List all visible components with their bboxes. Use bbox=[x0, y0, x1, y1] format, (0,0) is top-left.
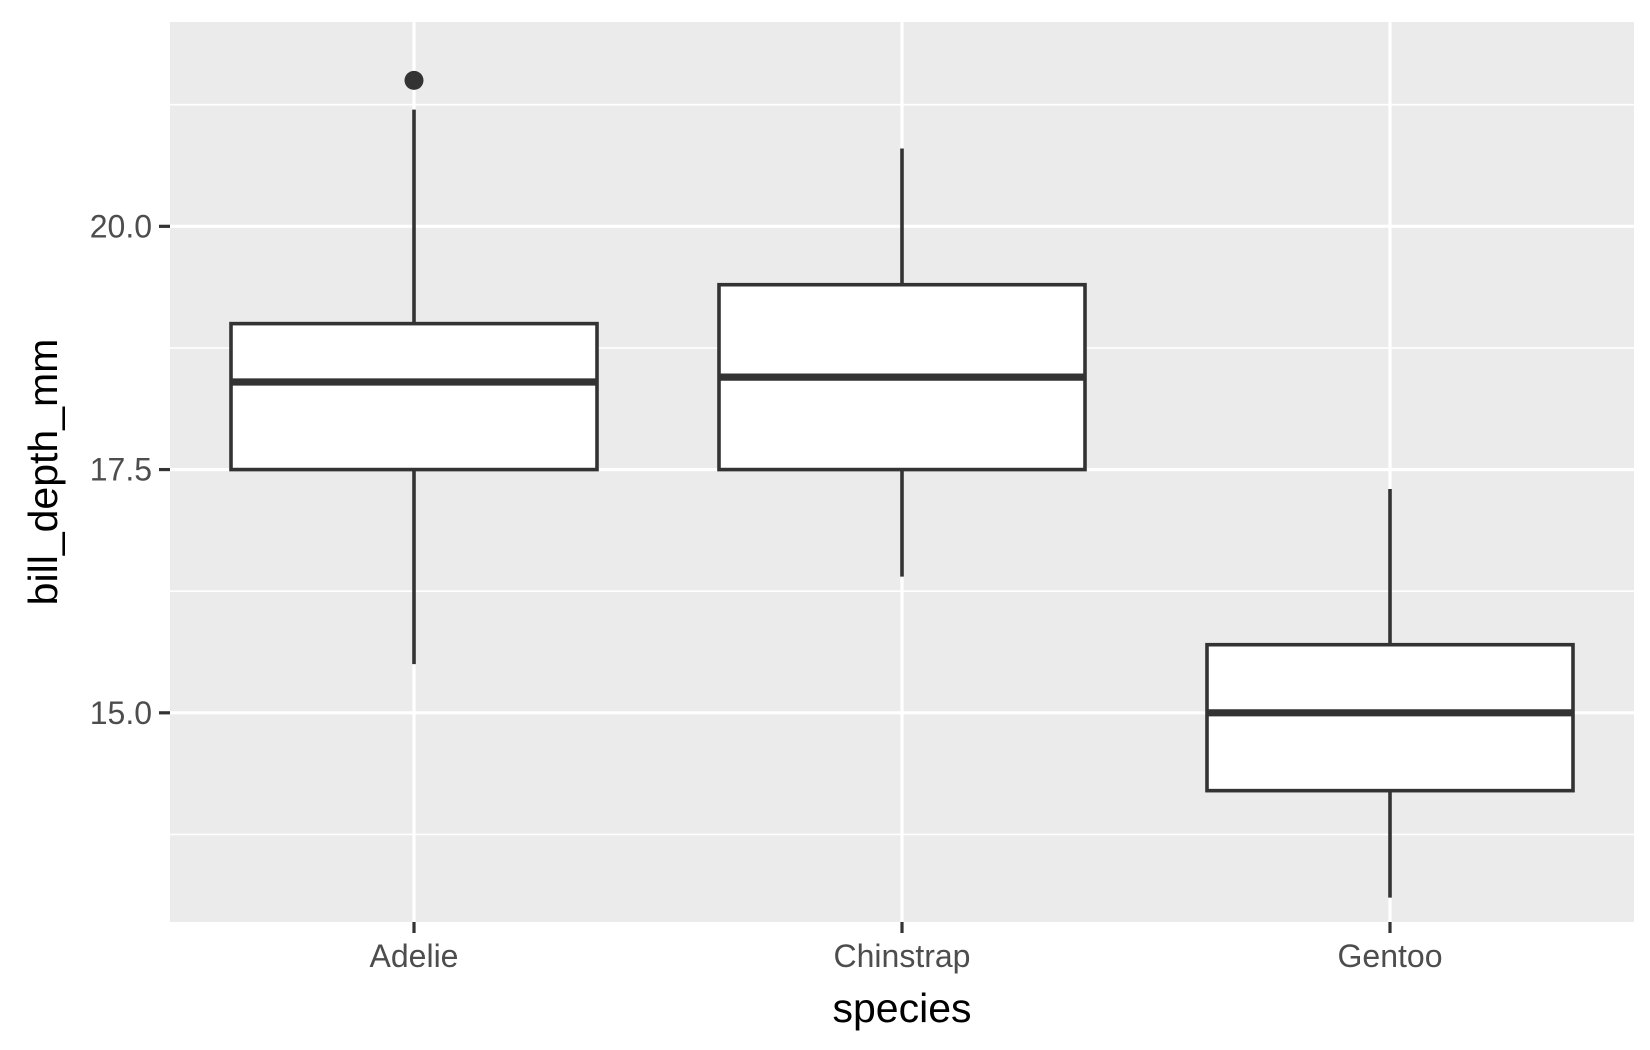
x-tick-label: Adelie bbox=[370, 938, 459, 974]
y-tick-label: 20.0 bbox=[90, 208, 152, 244]
box-gentoo bbox=[1205, 489, 1575, 898]
x-tick-label: Gentoo bbox=[1338, 938, 1443, 974]
x-axis-title: species bbox=[832, 985, 971, 1031]
y-axis-title: bill_depth_mm bbox=[20, 339, 66, 606]
box-iqr bbox=[229, 321, 599, 472]
x-tick-label: Chinstrap bbox=[834, 938, 971, 974]
outlier-point bbox=[404, 70, 424, 90]
box-adelie bbox=[229, 70, 599, 665]
box-iqr bbox=[1205, 642, 1575, 793]
axes: 15.0 17.5 20.0 Adelie Chinstrap Gentoo bbox=[90, 208, 1443, 974]
box-chinstrap bbox=[717, 148, 1087, 577]
y-tick-label: 15.0 bbox=[90, 695, 152, 731]
boxes bbox=[229, 70, 1575, 898]
y-tick-label: 17.5 bbox=[90, 452, 152, 488]
